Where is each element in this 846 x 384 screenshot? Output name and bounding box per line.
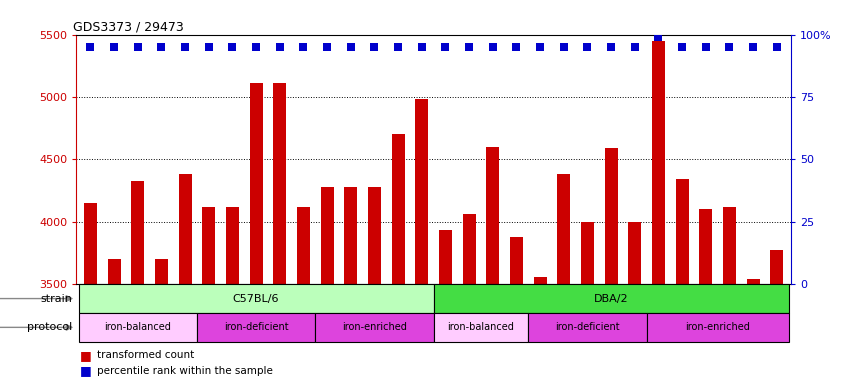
Bar bbox=[605, 148, 618, 284]
Text: protocol: protocol bbox=[27, 322, 72, 333]
Bar bbox=[534, 277, 547, 284]
Point bbox=[392, 44, 405, 50]
Bar bbox=[155, 259, 168, 284]
Text: strain: strain bbox=[40, 293, 72, 304]
Bar bbox=[107, 259, 120, 284]
Point bbox=[415, 44, 429, 50]
Point bbox=[297, 44, 310, 50]
Point bbox=[557, 44, 570, 50]
Bar bbox=[179, 174, 191, 284]
Point bbox=[509, 44, 523, 50]
Bar bbox=[433, 284, 788, 313]
Text: iron-deficient: iron-deficient bbox=[223, 322, 288, 333]
Text: ■: ■ bbox=[80, 349, 92, 362]
Bar bbox=[433, 313, 528, 342]
Bar bbox=[581, 222, 594, 284]
Point bbox=[533, 44, 547, 50]
Point bbox=[368, 44, 382, 50]
Point bbox=[438, 44, 452, 50]
Bar bbox=[700, 209, 712, 284]
Text: ■: ■ bbox=[80, 364, 92, 377]
Bar bbox=[202, 207, 215, 284]
Bar bbox=[84, 203, 96, 284]
Bar bbox=[558, 174, 570, 284]
Bar bbox=[771, 250, 783, 284]
Point bbox=[580, 44, 594, 50]
Point bbox=[651, 34, 665, 40]
Bar bbox=[273, 83, 286, 284]
Point bbox=[226, 44, 239, 50]
Bar bbox=[321, 187, 333, 284]
Text: iron-deficient: iron-deficient bbox=[555, 322, 620, 333]
Point bbox=[321, 44, 334, 50]
Point bbox=[131, 44, 145, 50]
Bar bbox=[368, 187, 381, 284]
Point bbox=[746, 44, 760, 50]
Text: transformed count: transformed count bbox=[97, 350, 195, 360]
Bar bbox=[250, 83, 262, 284]
Point bbox=[675, 44, 689, 50]
Bar bbox=[463, 214, 475, 284]
Point bbox=[155, 44, 168, 50]
Bar bbox=[486, 147, 499, 284]
Bar bbox=[676, 179, 689, 284]
Bar bbox=[226, 207, 239, 284]
Text: C57BL/6: C57BL/6 bbox=[233, 293, 279, 304]
Point bbox=[722, 44, 736, 50]
Point bbox=[462, 44, 475, 50]
Bar bbox=[510, 237, 523, 284]
Bar bbox=[439, 230, 452, 284]
Bar bbox=[747, 279, 760, 284]
Point bbox=[84, 44, 97, 50]
Bar bbox=[629, 222, 641, 284]
Bar bbox=[652, 41, 665, 284]
Point bbox=[250, 44, 263, 50]
Bar bbox=[79, 313, 197, 342]
Point bbox=[273, 44, 287, 50]
Bar bbox=[528, 313, 646, 342]
Text: DBA/2: DBA/2 bbox=[594, 293, 629, 304]
Bar bbox=[646, 313, 788, 342]
Text: iron-balanced: iron-balanced bbox=[104, 322, 171, 333]
Bar bbox=[415, 99, 428, 284]
Bar bbox=[297, 207, 310, 284]
Bar bbox=[344, 187, 357, 284]
Point bbox=[107, 44, 121, 50]
Text: percentile rank within the sample: percentile rank within the sample bbox=[97, 366, 273, 376]
Point bbox=[344, 44, 358, 50]
Point bbox=[699, 44, 712, 50]
Text: GDS3373 / 29473: GDS3373 / 29473 bbox=[73, 20, 184, 33]
Bar bbox=[316, 313, 433, 342]
Point bbox=[486, 44, 499, 50]
Bar bbox=[197, 313, 316, 342]
Bar bbox=[723, 207, 736, 284]
Bar bbox=[131, 180, 144, 284]
Text: iron-enriched: iron-enriched bbox=[685, 322, 750, 333]
Point bbox=[604, 44, 618, 50]
Point bbox=[628, 44, 641, 50]
Text: iron-enriched: iron-enriched bbox=[342, 322, 407, 333]
Text: iron-balanced: iron-balanced bbox=[448, 322, 514, 333]
Point bbox=[770, 44, 783, 50]
Bar bbox=[392, 134, 404, 284]
Bar bbox=[79, 284, 433, 313]
Point bbox=[179, 44, 192, 50]
Point bbox=[202, 44, 216, 50]
